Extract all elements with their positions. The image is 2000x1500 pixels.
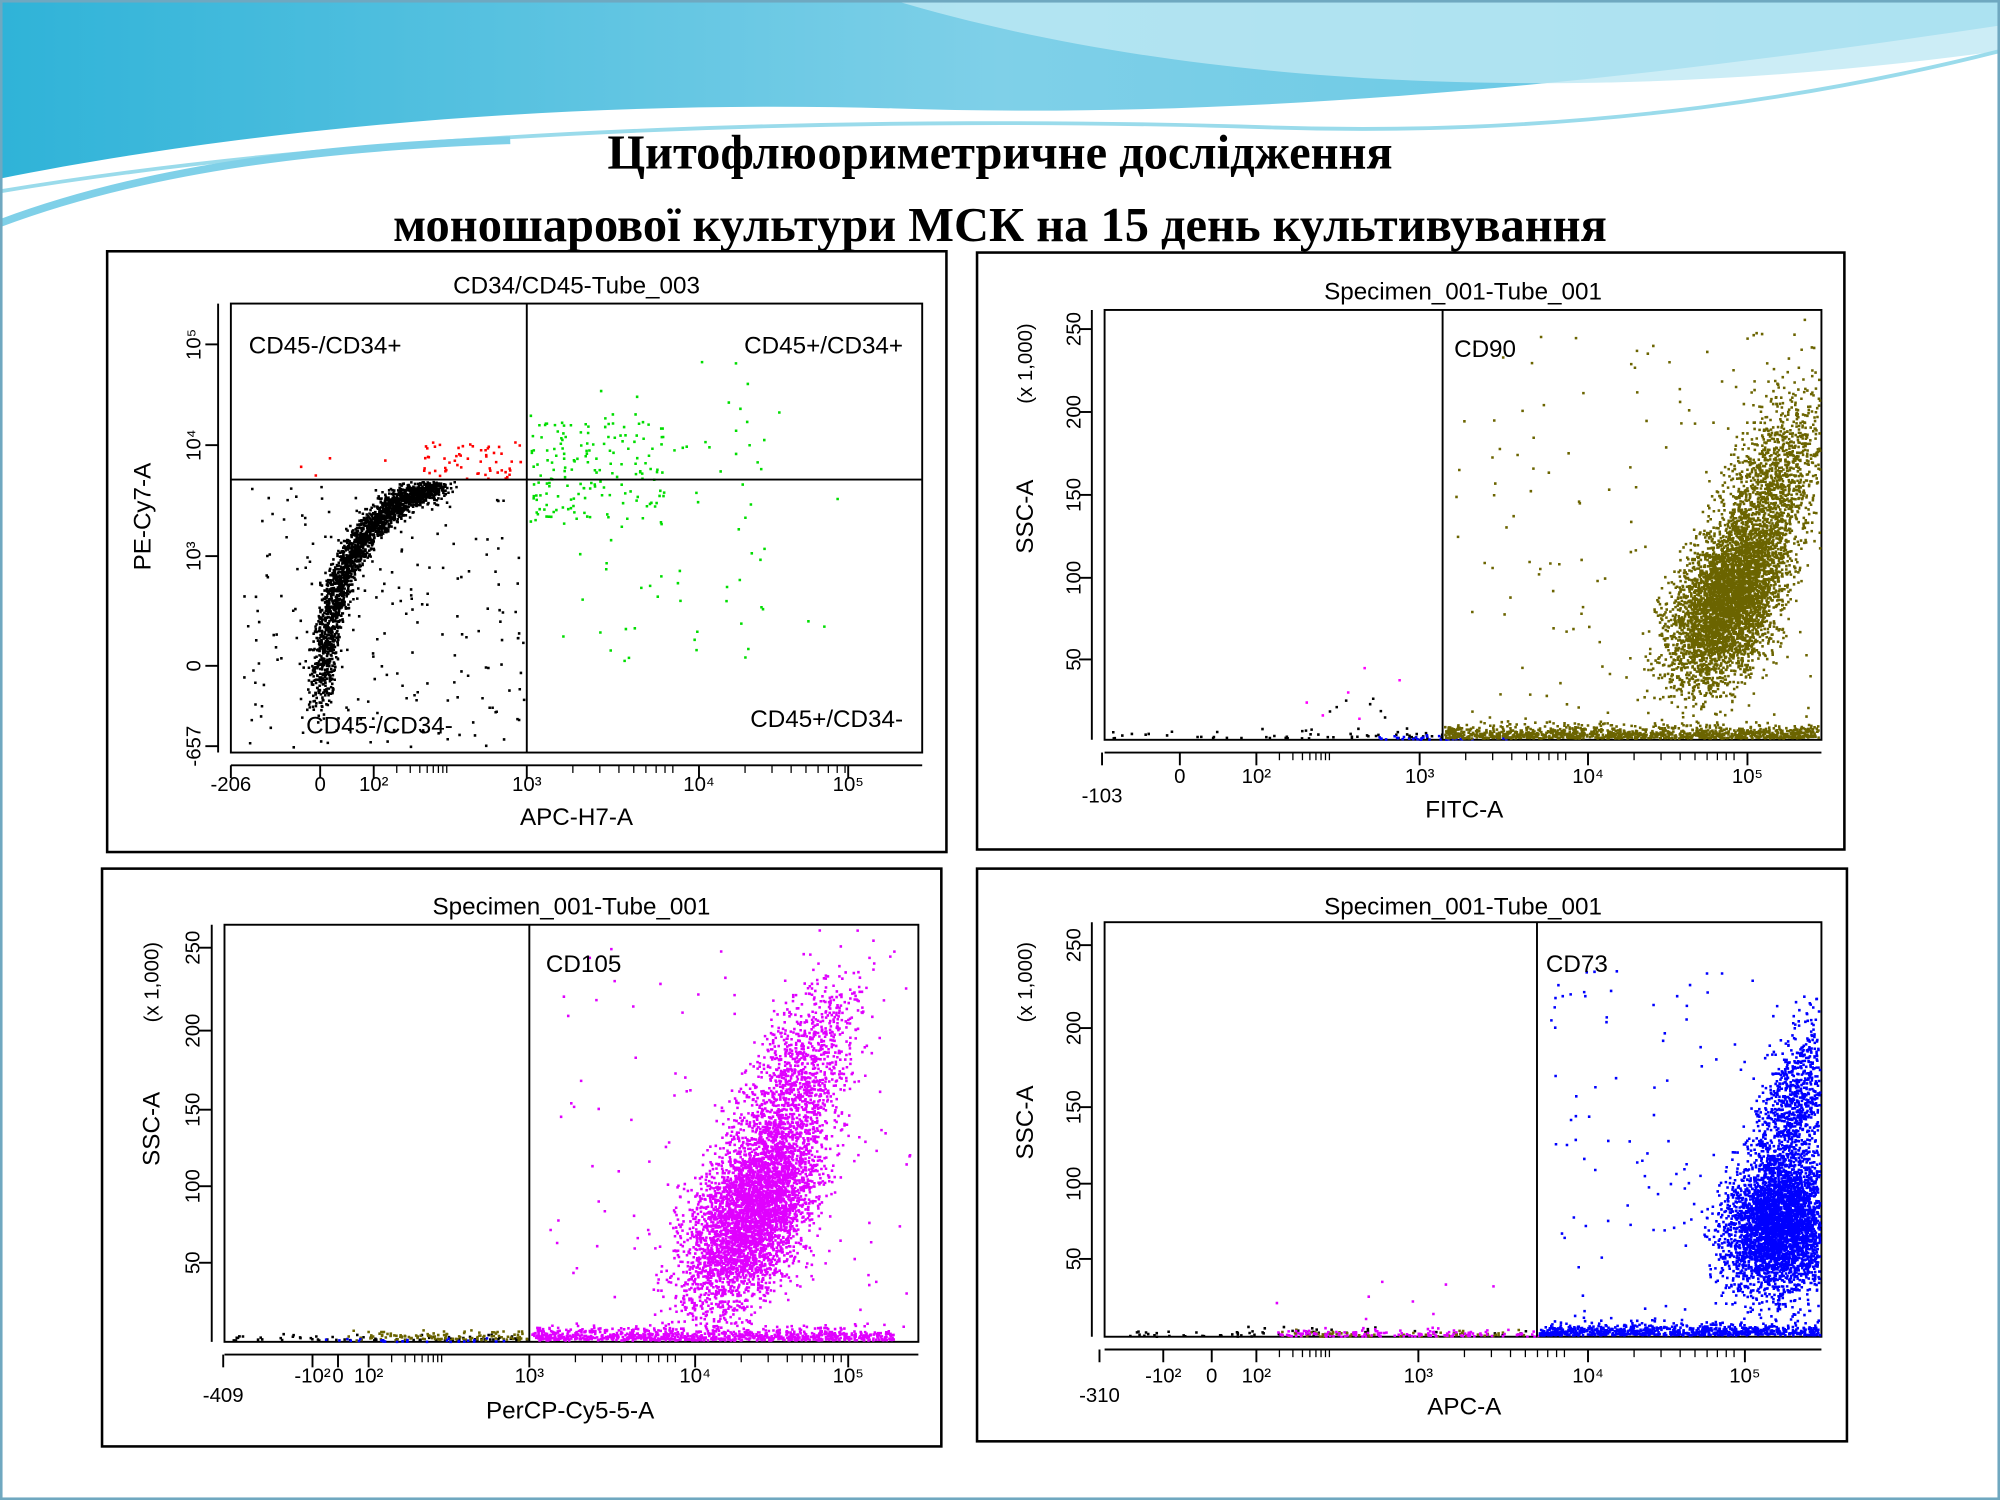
y-axis-unit: (x 1,000) (1015, 942, 1037, 1022)
y-tick-label: 10⁵ (184, 329, 206, 360)
plot-area (223, 923, 920, 1343)
gate-label: CD105 (546, 951, 621, 978)
y-tick-label: 100 (182, 1169, 204, 1203)
y-tick-label: 200 (182, 1014, 204, 1048)
y-tick-label: 10³ (184, 541, 206, 571)
x-tick-label: 0 (332, 1366, 343, 1388)
y-tick-label: 200 (1064, 395, 1086, 429)
x-tick-label: 10⁵ (1732, 766, 1763, 788)
dot-cloud (324, 1337, 506, 1344)
x-tick-label: 10⁵ (833, 774, 864, 796)
dot-cloud (1129, 1325, 1528, 1339)
y-tick-label: 150 (182, 1093, 204, 1127)
x-tick-label: 0 (1206, 1366, 1217, 1388)
x-tick-label: 10³ (1404, 1366, 1434, 1388)
header-line (0, 136, 511, 227)
y-tick-label: 50 (182, 1251, 204, 1274)
dot-cloud (345, 1329, 529, 1342)
gate-label: CD45-/CD34+ (249, 332, 402, 359)
x-tick-label: 10³ (515, 1366, 545, 1388)
plot-title: Specimen_001-Tube_001 (433, 894, 711, 921)
x-tick-label: -103 (1082, 785, 1123, 807)
dot-cloud (1281, 1328, 1526, 1339)
x-axis-label: PerCP-Cy5-5-A (486, 1397, 655, 1424)
x-tick-label: 10² (354, 1366, 384, 1388)
dot-cloud (1111, 697, 1444, 740)
y-axis-unit: (x 1,000) (141, 942, 163, 1022)
x-tick-label: 0 (1174, 766, 1185, 788)
x-tick-label: 10⁴ (1572, 766, 1603, 788)
y-tick-label: 100 (1064, 1167, 1086, 1201)
x-tick-label: 10⁴ (1572, 1366, 1603, 1388)
y-axis-label: SSC-A (1012, 1085, 1039, 1160)
y-tick-label: 150 (1064, 1090, 1086, 1124)
x-axis-label: APC-A (1427, 1394, 1502, 1421)
x-tick-label: 10⁵ (1729, 1366, 1760, 1388)
gate-label: CD45+/CD34- (750, 706, 903, 733)
dot-cloud (1538, 970, 1822, 1337)
title: моношарової культури МСК на 15 день куль… (393, 199, 1607, 252)
x-tick-label: 10³ (512, 774, 542, 796)
y-axis-label: PE-Cy7-A (130, 462, 157, 571)
y-tick-label: 250 (1064, 928, 1086, 962)
x-axis-label: FITC-A (1425, 797, 1504, 824)
y-tick-label: 0 (184, 660, 206, 671)
x-tick-label: 10² (1242, 766, 1272, 788)
gate-label: CD45-/CD34- (306, 712, 453, 739)
x-tick-label: -10² (294, 1366, 330, 1388)
y-tick-label: 250 (182, 931, 204, 965)
header-wave-light (892, 0, 2000, 84)
gate-label: CD73 (1546, 951, 1608, 978)
y-tick-label: 50 (1064, 648, 1086, 671)
y-axis-unit: (x 1,000) (1015, 323, 1037, 403)
dot-cloud (1444, 318, 1822, 740)
panel-frame (975, 867, 1849, 1443)
gate-label: CD45+/CD34+ (744, 332, 903, 359)
x-tick-label: 10² (359, 774, 389, 796)
plots: CD34/CD45-Tube_003 CD45-/CD34+ CD45+/CD34+… (100, 250, 1849, 1448)
dot-cloud (243, 480, 526, 749)
plot-title: CD34/CD45-Tube_003 (453, 272, 700, 299)
y-tick-label: 50 (1064, 1248, 1086, 1271)
plot-title: Specimen_001-Tube_001 (1324, 894, 1602, 921)
x-tick-label: 0 (314, 774, 325, 796)
y-tick-label: 200 (1064, 1011, 1086, 1045)
y-tick-label: 150 (1064, 478, 1086, 512)
y-axis-label: SSC-A (138, 1091, 165, 1166)
x-axis-label: APC-H7-A (520, 804, 634, 831)
x-tick-label: 10² (1242, 1366, 1272, 1388)
dot-cloud (531, 929, 912, 1342)
x-tick-label: -409 (203, 1385, 244, 1407)
y-tick-label: 10⁴ (184, 429, 206, 460)
x-tick-label: 10³ (1405, 766, 1435, 788)
x-tick-label: 10⁴ (683, 774, 714, 796)
x-tick-label: -206 (210, 774, 251, 796)
title: Цитофлюориметричне дослідження (607, 126, 1392, 179)
y-tick-label: 250 (1064, 312, 1086, 346)
plot-area (229, 302, 924, 754)
dot-cloud (1378, 733, 1508, 741)
x-tick-label: 10⁴ (679, 1366, 710, 1388)
panel-frame (975, 251, 1846, 851)
plot-title: Specimen_001-Tube_001 (1324, 279, 1602, 306)
y-tick-label: -657 (184, 726, 206, 767)
y-tick-label: 100 (1064, 561, 1086, 595)
gate-label: CD90 (1454, 336, 1516, 363)
x-tick-label: -10² (1145, 1366, 1181, 1388)
x-tick-label: 10⁵ (833, 1366, 864, 1388)
x-tick-label: -310 (1079, 1385, 1120, 1407)
y-axis-label: SSC-A (1012, 479, 1039, 554)
